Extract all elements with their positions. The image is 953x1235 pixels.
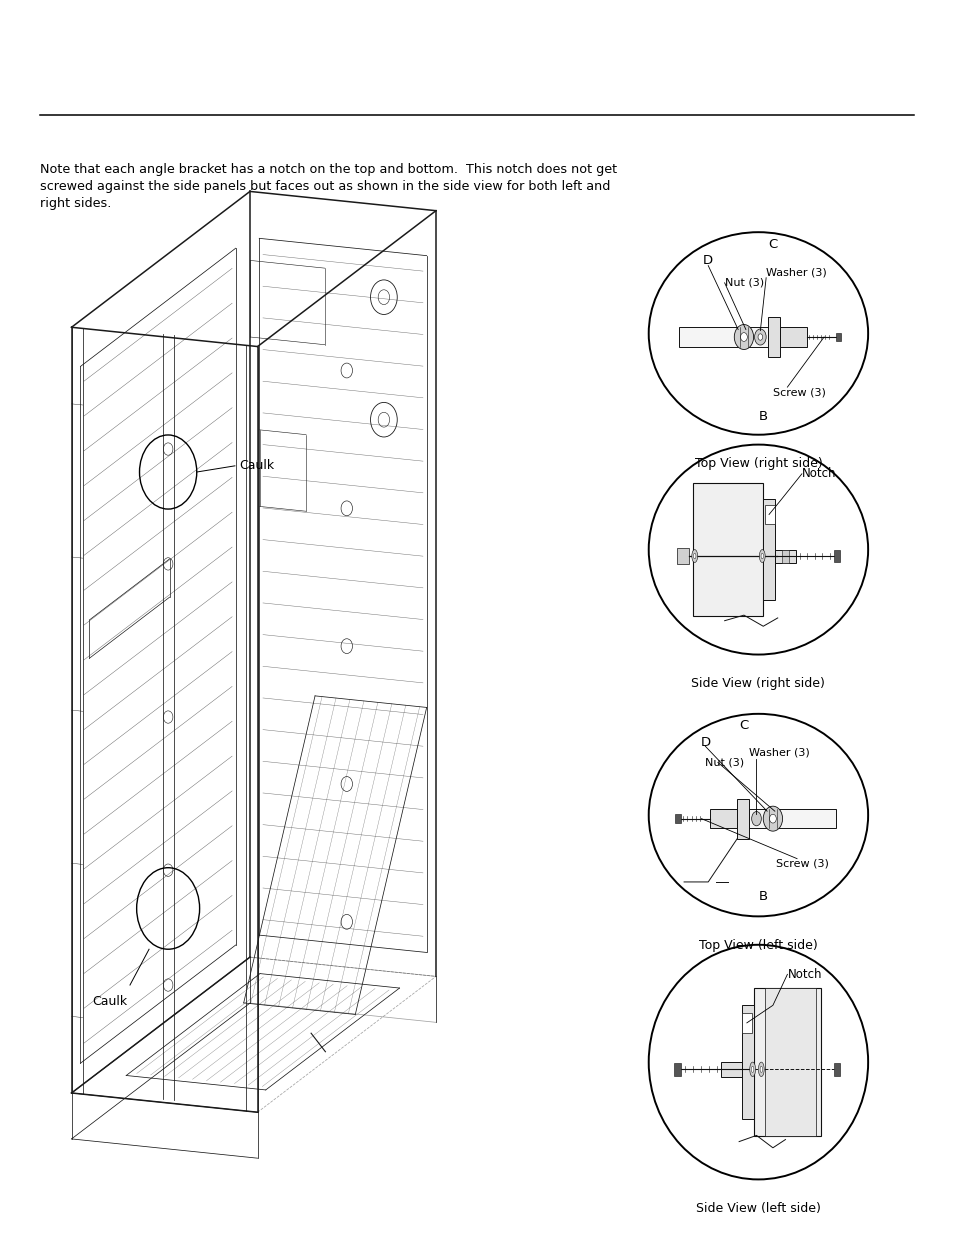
Bar [748,809,835,829]
Bar [835,332,841,341]
Bar [774,550,795,562]
Bar [833,550,840,562]
Bar [674,1062,680,1076]
Bar [753,988,821,1136]
Ellipse shape [648,232,867,435]
Text: C: C [767,238,777,251]
Bar [767,317,779,357]
Text: Nut (3): Nut (3) [704,757,743,767]
Bar [833,1062,840,1076]
Text: Screw (3): Screw (3) [772,388,825,398]
Ellipse shape [693,553,695,558]
Text: Top View (right side): Top View (right side) [694,457,821,471]
Ellipse shape [759,550,764,562]
Ellipse shape [648,945,867,1179]
Text: Caulk: Caulk [239,459,274,472]
Ellipse shape [769,814,776,823]
Text: Top View (left side): Top View (left side) [699,939,817,952]
Text: Nut (3): Nut (3) [724,278,763,288]
Bar [675,814,680,823]
Bar [737,799,748,839]
Bar [720,1062,741,1077]
Ellipse shape [760,553,762,558]
FancyBboxPatch shape [679,327,767,347]
Bar [764,988,816,1136]
Ellipse shape [760,1066,761,1072]
Ellipse shape [758,1062,763,1077]
Ellipse shape [751,1066,753,1072]
Ellipse shape [758,333,761,340]
Bar [779,327,806,347]
Ellipse shape [648,714,867,916]
Bar [741,1013,751,1034]
Ellipse shape [648,445,867,655]
Ellipse shape [740,332,746,341]
Bar [677,548,688,564]
Bar [762,499,774,600]
Ellipse shape [754,329,765,345]
Ellipse shape [691,550,697,562]
Text: Washer (3): Washer (3) [748,747,809,757]
Ellipse shape [749,1062,755,1077]
Text: D: D [702,254,713,267]
Text: Screw (3): Screw (3) [775,858,828,868]
Text: Caulk: Caulk [91,995,127,1008]
Bar [764,505,774,524]
Ellipse shape [762,806,781,831]
Bar [781,550,788,562]
Text: Note that each angle bracket has a notch on the top and bottom.  This notch does: Note that each angle bracket has a notch… [40,163,617,210]
Bar [692,483,762,616]
Text: B: B [758,889,767,903]
Bar [741,1005,753,1119]
Ellipse shape [751,811,760,826]
Text: Washer (3): Washer (3) [765,268,826,278]
Text: B: B [758,410,767,424]
Text: C: C [739,720,748,732]
Bar [709,809,737,829]
Ellipse shape [734,325,753,350]
Text: Side View (left side): Side View (left side) [696,1202,820,1215]
Text: Notch: Notch [801,467,836,480]
Text: D: D [700,736,710,748]
Text: Side View (right side): Side View (right side) [691,677,824,690]
Text: Notch: Notch [786,968,821,981]
